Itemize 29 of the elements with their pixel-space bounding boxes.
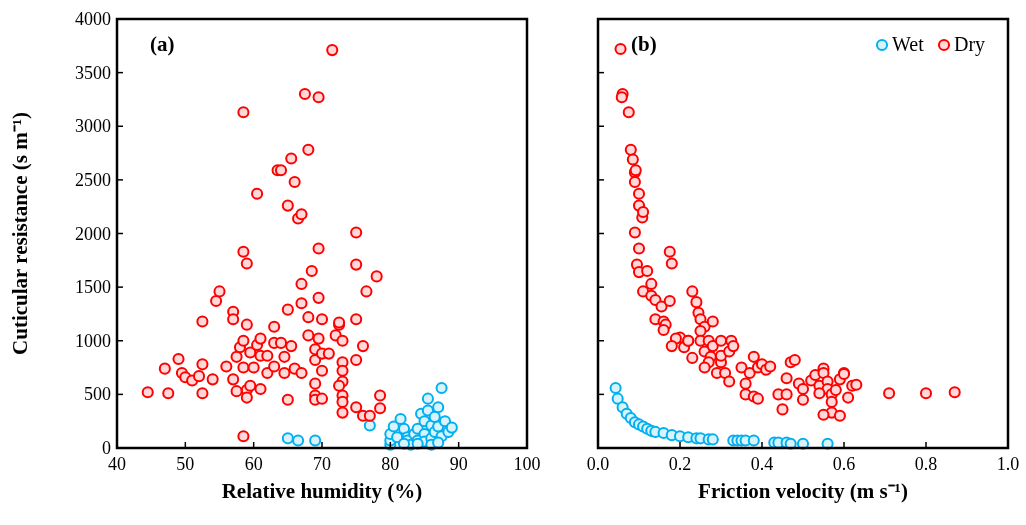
x-tick-label: 90 <box>449 454 468 474</box>
annotation: (a) <box>150 32 175 56</box>
annotation: (b) <box>631 32 657 56</box>
legend-label: Wet <box>892 33 925 55</box>
x-tick-label: 40 <box>108 454 126 474</box>
x-tick-label: 0.0 <box>586 454 610 474</box>
x-tick-label: 50 <box>176 454 195 474</box>
y-tick-label: 1500 <box>75 277 111 298</box>
x-tick-label: 0.8 <box>914 454 938 474</box>
legend-label: Dry <box>954 33 986 56</box>
y-tick-label: 2500 <box>75 169 111 190</box>
x-axis-title: Relative humidity (%) <box>221 479 423 503</box>
x-tick-label: 70 <box>313 454 331 474</box>
x-tick-label: 0.2 <box>668 454 692 474</box>
y-tick-label: 2000 <box>75 223 111 244</box>
y-axis-title: Cuticular resistance (s m⁻¹) <box>8 112 32 355</box>
x-tick-label: 80 <box>381 454 400 474</box>
x-tick-label: 0.6 <box>832 454 856 474</box>
y-tick-label: 4000 <box>75 9 111 29</box>
y-tick-label: 500 <box>84 384 111 405</box>
x-axis-title: Friction velocity (m s⁻¹) <box>698 479 908 503</box>
x-tick-label: 60 <box>244 454 263 474</box>
x-tick-label: 100 <box>513 454 541 474</box>
x-tick-label: 1.0 <box>996 454 1020 474</box>
y-tick-label: 1000 <box>75 330 111 351</box>
x-tick-label: 0.4 <box>750 454 774 474</box>
y-tick-label: 0 <box>102 438 111 458</box>
y-tick-label: 3500 <box>75 62 111 83</box>
y-tick-label: 3000 <box>75 116 111 137</box>
